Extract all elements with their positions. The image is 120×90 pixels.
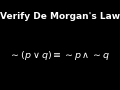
Text: Verify De Morgan's Law: Verify De Morgan's Law <box>0 12 120 21</box>
Text: $\sim (p \vee q) \equiv{\sim} p \wedge \sim q$: $\sim (p \vee q) \equiv{\sim} p \wedge \… <box>9 49 111 62</box>
